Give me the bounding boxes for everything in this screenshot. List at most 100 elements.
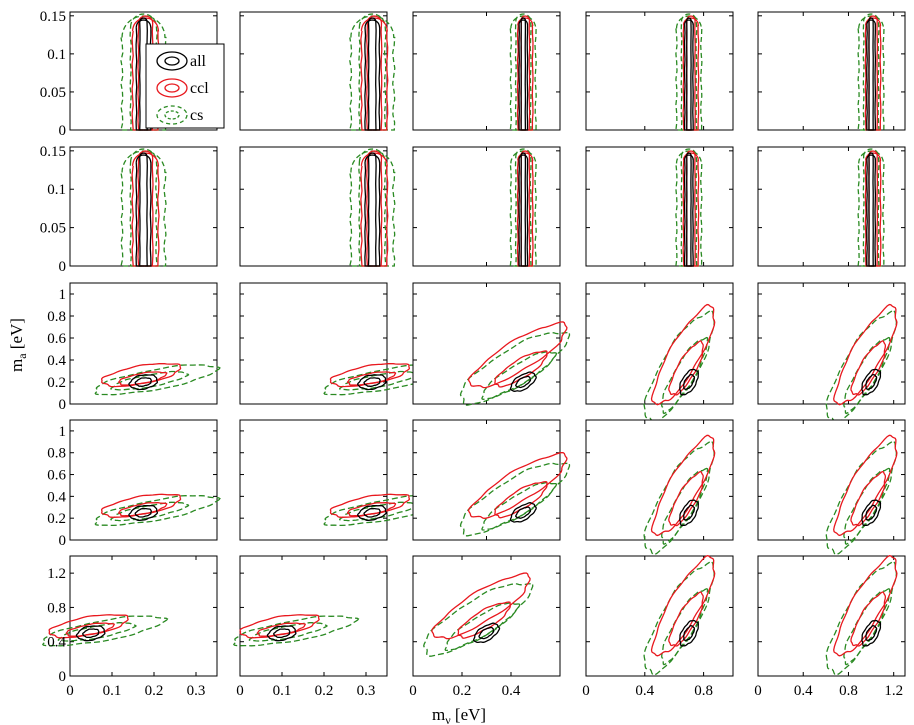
cs-contour: [459, 331, 571, 406]
x-tick-label: 0.4: [635, 683, 654, 699]
all-contour: [679, 368, 699, 396]
cs-contour: [643, 310, 715, 425]
y-tick-label: 0.05: [40, 221, 66, 237]
all-contour: [128, 504, 159, 521]
x-tick-label: 0: [582, 683, 590, 699]
y-axis-label: ma [eV]: [7, 318, 29, 372]
y-tick-label: 0.6: [47, 331, 66, 347]
panel-frame: [412, 282, 561, 405]
ccl-contour: [833, 434, 898, 537]
panel-frame: [585, 11, 734, 131]
panel-r1-c2: [239, 11, 396, 131]
ccl-contour: [668, 470, 704, 527]
legend-label-cs: cs: [190, 107, 203, 124]
legend-swatch-ccl: [156, 78, 188, 98]
ccl-contour: [329, 362, 411, 388]
cs-contour: [110, 370, 190, 391]
y-tick-label: 0: [59, 397, 67, 413]
ccl-contour: [467, 321, 568, 389]
y-tick-label: 0.4: [47, 635, 66, 651]
panels-grid: [41, 11, 906, 677]
all-contour: [135, 154, 152, 267]
panel-r5-c5: [757, 555, 906, 677]
y-tick-label: 1: [59, 287, 67, 303]
panel-r3-c1: [69, 282, 221, 405]
all-contour: [478, 626, 495, 640]
panel-r1-c4: [585, 11, 734, 131]
x-tick-label: 0.2: [315, 683, 334, 699]
panel-r2-c2: [239, 146, 396, 267]
cs-contour: [843, 467, 891, 545]
x-tick-labels: 0 0.1 0.2 0.3 0 0.1 0.2 0.3 0 0.2 0.4 0 0.4 0.8 0 0.4 0.…: [66, 683, 903, 699]
panel-r1-c3: [412, 11, 561, 131]
all-contour: [266, 625, 297, 642]
all-contour: [866, 19, 877, 131]
all-contour: [686, 152, 692, 267]
x-tick-label: 0.1: [103, 683, 122, 699]
all-contour: [865, 373, 878, 390]
y-tick-label: 0.1: [47, 182, 66, 198]
y-tick-label: 0.15: [40, 9, 66, 25]
y-tick-label: 0: [59, 533, 67, 549]
all-contour: [683, 625, 696, 642]
all-contour: [364, 154, 381, 267]
cs-contour: [94, 495, 221, 527]
x-tick-label: 0.1: [273, 683, 292, 699]
cs-contour: [857, 150, 885, 267]
cs-contour: [481, 481, 558, 531]
legend: all ccl cs: [145, 43, 225, 129]
panel-r2-c3: [412, 146, 561, 267]
panel-r5-c3: [412, 555, 561, 677]
cs-contour: [514, 13, 532, 131]
cs-contour: [57, 622, 137, 642]
cs-contour: [509, 15, 537, 131]
ccl-contour: [137, 15, 154, 131]
all-contour: [139, 152, 148, 267]
cs-contour: [444, 602, 521, 652]
all-contour: [515, 506, 532, 519]
legend-swatch-inner: [164, 83, 180, 93]
cs-contour: [348, 15, 396, 131]
y-tick-label: 0: [59, 123, 67, 139]
panel-r4-c3: [412, 419, 571, 541]
cs-contour: [129, 148, 158, 267]
all-contour: [865, 625, 878, 642]
ccl-contour: [366, 150, 383, 267]
all-contour: [679, 499, 699, 527]
all-contour: [518, 154, 529, 267]
ccl-contour: [467, 451, 568, 519]
ccl-contour: [329, 493, 411, 518]
cs-contour: [857, 15, 885, 131]
panel-r4-c4: [585, 419, 734, 556]
ccl-contour: [101, 362, 182, 388]
panel-r3-c3: [412, 282, 571, 406]
all-contour: [861, 499, 882, 527]
y-tick-label: 0.8: [47, 309, 66, 325]
panel-r4-c5: [757, 419, 906, 556]
legend-label-ccl: ccl: [190, 80, 209, 97]
panel-frame: [239, 282, 388, 405]
x-tick-label: 0.8: [839, 683, 858, 699]
all-contour: [679, 619, 699, 647]
all-contour: [273, 628, 291, 639]
all-contour: [364, 19, 381, 131]
cs-contour: [675, 15, 703, 131]
ccl-contour: [833, 303, 898, 406]
ccl-contour: [668, 340, 704, 396]
all-contour: [683, 154, 694, 267]
panel-r5-c1: [41, 555, 218, 677]
all-contour: [520, 17, 527, 131]
all-contour: [75, 625, 106, 642]
all-contour: [861, 368, 882, 396]
cs-contour: [643, 561, 715, 676]
all-contour: [82, 628, 100, 639]
cs-contour: [680, 13, 698, 131]
y-tick-label: 0.15: [40, 144, 66, 160]
y-tick-label: 0.8: [47, 600, 66, 616]
ccl-contour: [366, 15, 383, 131]
panel-r2-c5: [757, 146, 906, 267]
panel-frame: [412, 11, 561, 131]
y-tick-label: 0.6: [47, 468, 66, 484]
panel-frame: [585, 555, 734, 677]
